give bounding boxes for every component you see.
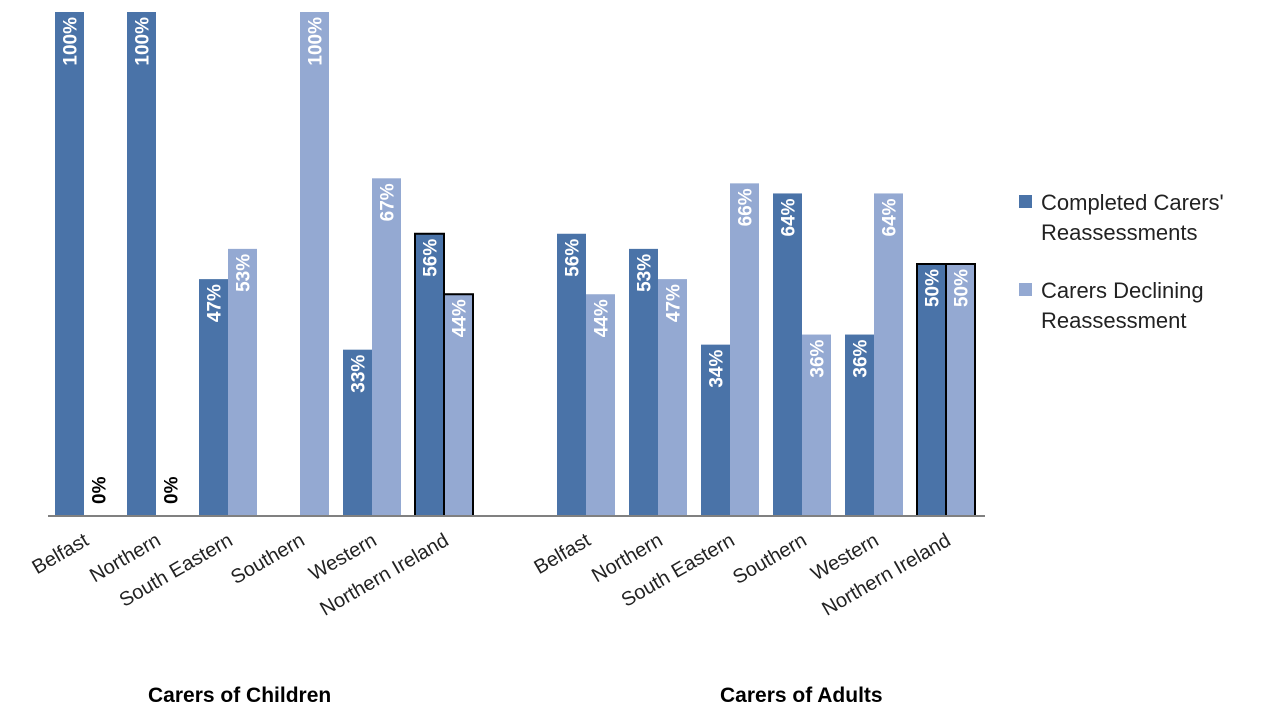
label-declining-0-1: 0%	[162, 476, 183, 504]
label-completed-1-1: 53%	[635, 254, 656, 292]
bar-completed-1-3	[773, 193, 802, 516]
bar-completed-1-4	[845, 334, 874, 516]
bar-declining-1-0	[586, 294, 615, 516]
label-completed-0-1: 100%	[133, 17, 154, 66]
bar-completed-1-5	[916, 263, 947, 517]
bar-completed-1-1	[629, 248, 658, 516]
bar-declining-1-3	[802, 334, 831, 516]
label-completed-1-4: 36%	[851, 339, 872, 377]
group-title-children: Carers of Children	[148, 684, 332, 707]
category-label-1-3: Southern	[729, 529, 810, 589]
bar-completed-0-1	[127, 12, 156, 516]
label-declining-0-3: 100%	[306, 17, 327, 66]
category-label-0-5: Northern Ireland	[316, 529, 452, 620]
category-label-1-0: Belfast	[531, 529, 595, 579]
label-declining-1-3: 36%	[808, 339, 829, 377]
label-declining-0-4: 67%	[378, 183, 399, 221]
label-declining-0-2: 53%	[234, 254, 255, 292]
label-declining-0-0: 0%	[90, 476, 111, 504]
legend-label-completed: Completed Carers' Reassessments	[1041, 190, 1224, 245]
legend-label-declining: Carers Declining Reassessment	[1041, 278, 1204, 333]
bar-completed-1-0	[557, 233, 586, 516]
bar-completed-0-2	[199, 279, 228, 516]
label-completed-1-5: 50%	[923, 269, 944, 307]
legend-swatch-completed	[1019, 195, 1032, 208]
legend-swatch-declining	[1019, 283, 1032, 296]
label-declining-1-5: 50%	[952, 269, 973, 307]
bar-declining-0-2	[228, 248, 257, 516]
label-declining-0-5: 44%	[450, 299, 471, 337]
bar-completed-0-5	[414, 232, 445, 517]
category-label-1-5: Northern Ireland	[818, 529, 954, 620]
label-declining-1-0: 44%	[592, 299, 613, 337]
bar-declining-1-4	[874, 193, 903, 516]
label-completed-0-0: 100%	[61, 17, 82, 66]
category-label-0-0: Belfast	[29, 529, 93, 579]
label-completed-1-3: 64%	[779, 198, 800, 236]
label-declining-1-1: 47%	[664, 284, 685, 322]
legend-item-completed: Completed Carers' Reassessments	[1019, 188, 1259, 248]
category-label-0-3: Southern	[227, 529, 308, 589]
bar-declining-1-1	[658, 279, 687, 516]
legend: Completed Carers' Reassessments Carers D…	[1019, 188, 1259, 364]
bar-declining-0-3	[300, 12, 329, 516]
label-completed-0-5: 56%	[421, 239, 442, 277]
group-title-adults: Carers of Adults	[720, 684, 883, 707]
legend-item-declining: Carers Declining Reassessment	[1019, 276, 1259, 336]
bar-declining-0-4	[372, 178, 401, 516]
label-completed-1-2: 34%	[707, 350, 728, 388]
label-completed-0-2: 47%	[205, 284, 226, 322]
bar-declining-1-2	[730, 183, 759, 517]
label-declining-1-2: 66%	[736, 188, 757, 226]
label-declining-1-4: 64%	[880, 198, 901, 236]
bar-completed-0-0	[55, 12, 84, 516]
label-completed-0-4: 33%	[349, 355, 370, 393]
bar-completed-1-2	[701, 344, 730, 516]
label-completed-1-0: 56%	[563, 239, 584, 277]
bar-completed-0-4	[343, 349, 372, 516]
